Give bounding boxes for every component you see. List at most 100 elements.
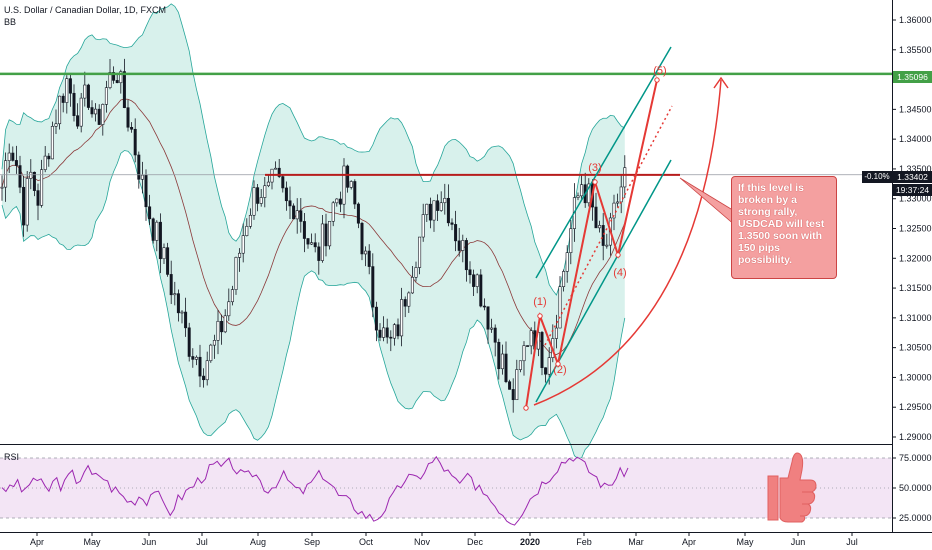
rsi-band <box>0 458 892 518</box>
candle-body <box>29 171 33 179</box>
candle-body <box>248 214 252 227</box>
candle-body <box>378 329 382 338</box>
candle-body <box>335 198 339 204</box>
candle-body <box>389 336 393 339</box>
rsi-line <box>1 455 629 526</box>
candle-body <box>126 107 130 128</box>
candle-body <box>11 152 15 161</box>
rsi-tick-label: 50.0000 <box>899 483 932 493</box>
rsi-pane: 75.0000 50.0000 25.0000 <box>0 453 932 526</box>
change-percent-tag: -0.10% <box>862 171 892 183</box>
price-tick-label: 1.35500 <box>899 45 932 55</box>
candle-body <box>209 344 213 362</box>
wave-point-marker <box>555 361 561 367</box>
candle-body <box>392 324 396 339</box>
candle-body <box>356 203 360 224</box>
candle-body <box>263 185 267 198</box>
candle-body <box>61 95 65 103</box>
indicator-label[interactable]: BB <box>4 17 17 27</box>
elliott-wave-path[interactable] <box>525 79 658 409</box>
analysis-drawings: (1) (2) (3) (4) (5) <box>523 46 737 411</box>
wave-point-marker <box>615 252 621 258</box>
candle-body <box>500 353 504 370</box>
candle-body <box>18 165 22 188</box>
candle-body <box>493 327 497 343</box>
candle-body <box>79 97 83 127</box>
time-tick-label: Mar <box>628 537 644 547</box>
candle-body <box>594 206 598 229</box>
candle-body <box>43 155 47 170</box>
channel-upper-line[interactable] <box>535 46 672 279</box>
candle-body <box>306 238 310 245</box>
time-tick-label: Jul <box>196 537 208 547</box>
candle-body <box>475 274 479 287</box>
candle-body <box>223 315 227 333</box>
candle-body <box>40 169 44 206</box>
time-tick-label: Jun <box>142 537 157 547</box>
bb-lower-band <box>1 150 626 459</box>
candle-body <box>212 340 216 346</box>
candle-body <box>151 218 155 241</box>
candle-body <box>47 155 51 160</box>
candle-body <box>83 84 87 99</box>
candle-body <box>601 225 605 246</box>
time-axis[interactable]: Apr May Jun Jul Aug Sep Oct Nov Dec 2020 Feb Mar Apr… <box>30 532 858 547</box>
candle-body <box>7 152 11 161</box>
time-tick-label: Sep <box>304 537 320 547</box>
wave-label: (4) <box>613 267 626 279</box>
candle-body <box>529 330 533 347</box>
candle-body <box>320 223 324 261</box>
candle-body <box>457 240 461 251</box>
candle-body <box>576 195 580 198</box>
arrow-head-icon <box>713 76 729 89</box>
candle-body <box>436 200 440 211</box>
candle-body <box>443 197 447 204</box>
candle-body <box>619 186 623 203</box>
candle-body <box>580 184 584 197</box>
candle-body <box>482 305 486 308</box>
candle-body <box>558 286 562 329</box>
horizontal-levels <box>0 72 892 176</box>
candle-body <box>439 202 443 211</box>
rsi-tick-label: 25.0000 <box>899 513 932 523</box>
candle-body <box>259 197 263 204</box>
candle-body <box>158 221 162 260</box>
candle-body <box>32 171 36 191</box>
candle-body <box>245 225 249 236</box>
candle-body <box>353 181 357 205</box>
candle-body <box>432 200 436 221</box>
analysis-callout[interactable]: If this level is broken by a strong rall… <box>731 176 837 279</box>
candle-body <box>234 257 238 290</box>
bb-upper-band <box>1 3 626 296</box>
candle-body <box>112 72 116 81</box>
candle-body <box>25 178 29 226</box>
candle-body <box>446 197 450 224</box>
candle-body <box>587 183 591 204</box>
candle-body <box>169 274 173 296</box>
candle-body <box>317 246 321 261</box>
candle-body <box>346 165 350 188</box>
candle-body <box>155 221 159 241</box>
candle-body <box>266 181 270 187</box>
rsi-label[interactable]: RSI <box>4 452 20 462</box>
candle-body <box>14 160 18 166</box>
candle-body <box>410 276 414 294</box>
candle-body <box>328 220 332 247</box>
candle-body <box>407 292 411 307</box>
candle-body <box>230 289 234 303</box>
candle-timer-tag: 19:37:24 <box>893 184 932 196</box>
candle-body <box>396 324 400 337</box>
current-price-tag: 1.33402 <box>893 171 932 183</box>
candle-body <box>605 244 609 247</box>
symbol-title[interactable]: U.S. Dollar / Canadian Dollar, 1D, FXCM <box>4 5 167 15</box>
candle-body <box>421 214 425 238</box>
candle-body <box>72 92 76 116</box>
candle-body <box>0 186 4 189</box>
target-arc-arrow[interactable] <box>533 79 722 406</box>
candle-body <box>454 224 458 242</box>
candle-body <box>198 356 202 377</box>
bb-fill <box>2 3 625 459</box>
candle-body <box>173 293 177 296</box>
candle-body <box>569 228 573 253</box>
candle-body <box>274 167 278 170</box>
